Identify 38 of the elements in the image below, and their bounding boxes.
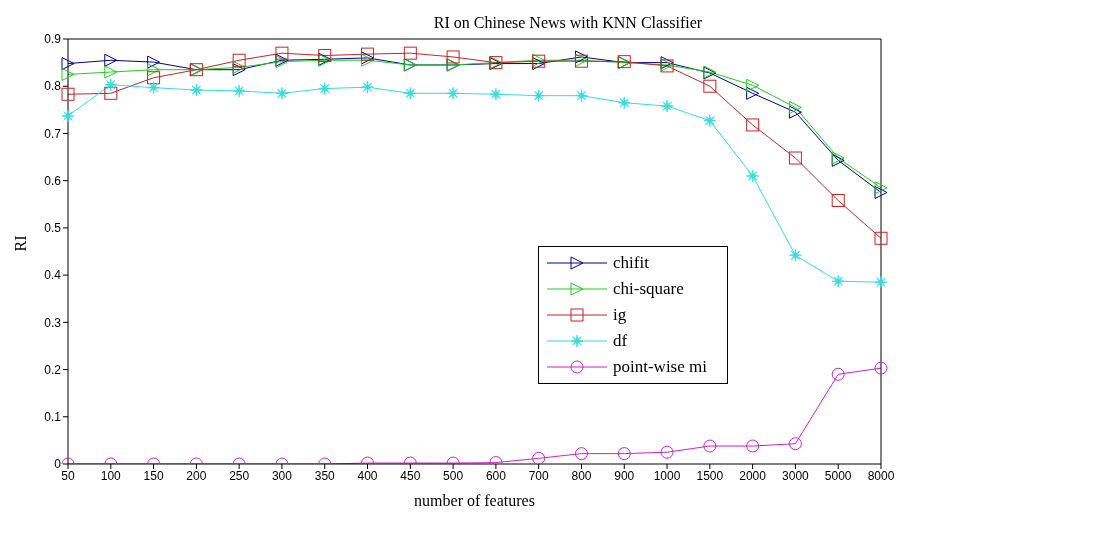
x-tick-label: 50 [61, 468, 75, 483]
x-tick-label: 1500 [696, 468, 724, 483]
x-tick-label: 250 [229, 468, 250, 483]
x-tick-label: 8000 [867, 468, 895, 483]
y-tick-label: 0.5 [44, 221, 62, 236]
y-tick-label: 0.3 [44, 315, 62, 330]
x-tick-label: 300 [271, 468, 293, 483]
x-tick-label: 400 [357, 468, 378, 483]
y-tick-label: 0.4 [44, 268, 62, 283]
x-tick-label: 3000 [782, 468, 810, 483]
y-tick-label: 0 [54, 457, 62, 472]
y-tick-label: 0.1 [44, 410, 62, 425]
legend-label: point-wise mi [613, 357, 707, 377]
legend-label: chifit [613, 253, 649, 273]
legend-label: ig [613, 305, 627, 325]
x-tick-label: 600 [485, 468, 507, 483]
y-tick-label: 0.9 [44, 32, 62, 47]
y-axis-title: RI [11, 235, 29, 252]
x-tick-label: 700 [528, 468, 550, 483]
y-tick-label: 0.2 [44, 362, 62, 377]
x-tick-label: 100 [100, 468, 122, 483]
legend-label: chi-square [613, 279, 684, 299]
x-tick-label: 500 [443, 468, 464, 483]
x-tick-label: 2000 [739, 468, 767, 483]
y-tick-label: 0.6 [44, 173, 62, 188]
x-tick-label: 800 [571, 468, 592, 483]
y-tick-label: 0.7 [44, 126, 62, 141]
legend-label: df [613, 331, 628, 351]
x-tick-label: 450 [400, 468, 421, 483]
x-tick-label: 1000 [653, 468, 681, 483]
x-tick-label: 350 [314, 468, 336, 483]
x-tick-label: 200 [186, 468, 207, 483]
chart-title: RI on Chinese News with KNN Classifier [433, 14, 703, 31]
x-tick-label: 5000 [824, 468, 852, 483]
x-tick-label: 900 [614, 468, 635, 483]
x-axis-title: number of features [414, 492, 535, 509]
y-tick-label: 0.8 [44, 79, 62, 94]
x-tick-label: 150 [143, 468, 164, 483]
